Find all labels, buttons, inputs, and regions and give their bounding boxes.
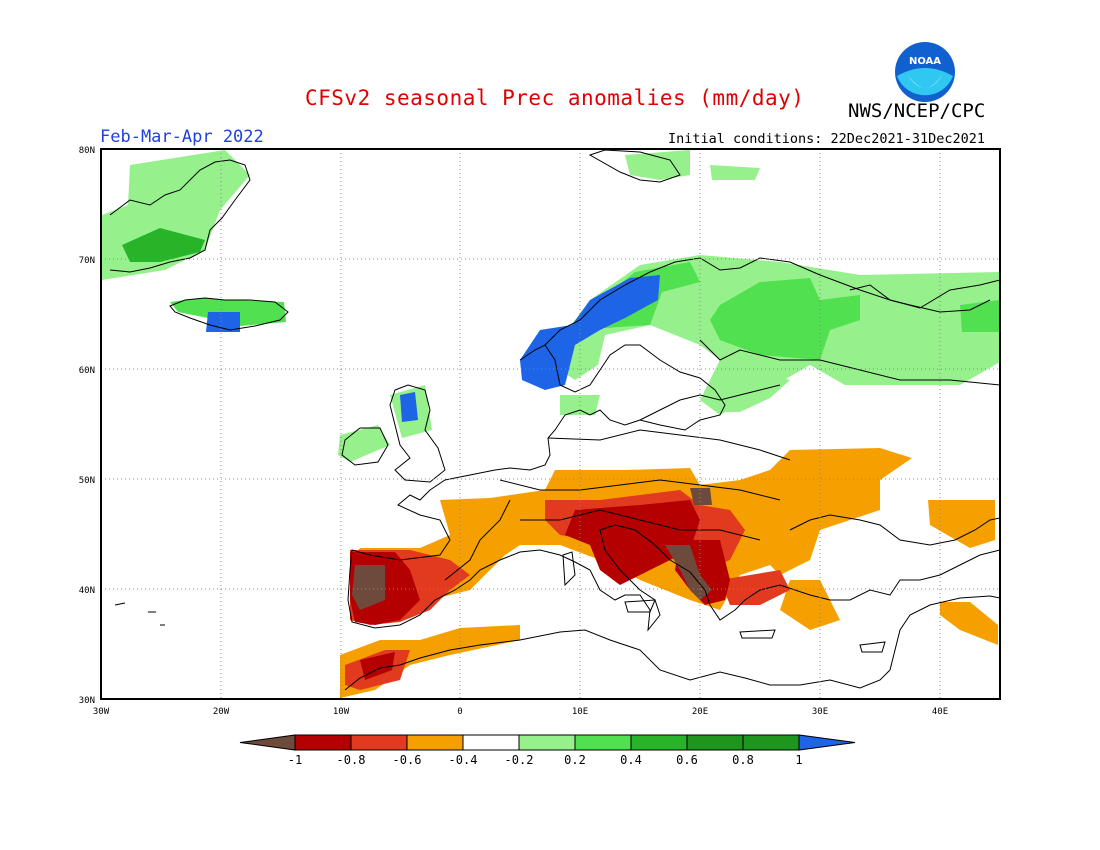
coast-nafrica <box>344 629 891 691</box>
coast-blacksea <box>789 514 1000 546</box>
colorbar-tick-label: -1 <box>288 753 302 767</box>
lon-tick-20W: 20W <box>213 707 230 717</box>
coast-britain <box>389 384 446 483</box>
anomaly-turkey-orange <box>780 580 840 630</box>
coast-ireland <box>341 427 389 466</box>
anomaly-italy-darkred <box>565 500 700 585</box>
anomaly-ireland-light <box>338 425 390 462</box>
lon-tick-20E: 20E <box>692 707 708 717</box>
coast-azores <box>114 602 165 626</box>
lat-tick-80N: 80N <box>79 146 95 156</box>
colorbar-box <box>742 734 800 751</box>
border-4 <box>444 499 511 581</box>
lat-tick-30N: 30N <box>79 696 95 706</box>
anomaly-anatolia-orange <box>940 602 998 645</box>
map-frame <box>100 148 1001 700</box>
anomaly-east-green <box>960 300 1000 332</box>
colorbar-box <box>518 734 576 751</box>
lon-tick-10W: 10W <box>333 707 350 717</box>
lon-axis-labels: 30W 20W 10W 0 10E 20E 30E 40E <box>93 707 948 717</box>
colorbar-box <box>630 734 688 751</box>
colorbar-tick-label: -0.4 <box>449 753 478 767</box>
anomaly-svalbard <box>625 150 690 180</box>
lon-tick-10E: 10E <box>572 707 588 717</box>
lon-tick-30E: 30E <box>812 707 828 717</box>
colorbar-right-triangle <box>798 734 856 751</box>
lon-tick-30W: 30W <box>93 707 110 717</box>
colorbar: -1 -0.8 -0.6 -0.4 -0.2 0.2 0.4 0.6 0.8 1 <box>239 734 856 767</box>
logo-text: NOAA <box>909 56 941 67</box>
border-2 <box>499 479 781 501</box>
colorbar-tick-label: -0.6 <box>393 753 422 767</box>
logo: NOAA <box>893 40 957 104</box>
anomaly-norway-blue <box>520 275 660 390</box>
border-1 <box>547 429 791 461</box>
lat-tick-70N: 70N <box>79 256 95 266</box>
initial-conditions-label: Initial conditions: 22Dec2021-31Dec2021 <box>668 131 985 147</box>
colorbar-tick-label: -0.2 <box>505 753 534 767</box>
coast-europe-main <box>544 257 1000 346</box>
colorbar-tick-label: 0.2 <box>564 753 586 767</box>
anomaly-scotland-blue <box>400 392 418 422</box>
lat-tick-50N: 50N <box>79 476 95 486</box>
coast-norway <box>347 344 1000 632</box>
coast-levant <box>889 595 1000 671</box>
lon-tick-0: 0 <box>457 707 462 717</box>
colorbar-tick-label: -0.8 <box>337 753 366 767</box>
coast-crete <box>739 629 776 639</box>
gridlines <box>101 149 1000 699</box>
anomaly-greenland-green <box>122 228 205 262</box>
colorbar-tick-label: 0.8 <box>732 753 754 767</box>
coast-greenland <box>109 159 251 273</box>
colorbar-box <box>350 734 408 751</box>
anomaly-hungary-brown <box>690 488 712 505</box>
anomaly-shading <box>102 150 1000 698</box>
agency-label: NWS/NCEP/CPC <box>848 100 986 122</box>
colorbar-tick-label: 0.4 <box>620 753 642 767</box>
colorbar-box <box>294 734 352 751</box>
anomaly-greece-red <box>720 570 790 605</box>
coast-baltic <box>639 384 781 421</box>
colorbar-tick-label: 0.6 <box>676 753 698 767</box>
colorbar-left-triangle <box>239 734 296 751</box>
coast-sardinia <box>562 551 576 587</box>
lat-tick-40N: 40N <box>79 586 95 596</box>
anomaly-adriatic-brown <box>665 545 712 600</box>
coast-novaya <box>849 284 991 313</box>
colorbar-box <box>686 734 744 751</box>
lat-axis-labels: 80N 70N 60N 50N 40N 30N <box>79 146 95 706</box>
anomaly-scandinavia-green <box>710 278 860 360</box>
coast-iceland <box>169 297 289 331</box>
coast-svalbard <box>588 149 681 183</box>
coastlines <box>109 149 1000 691</box>
coast-sicily <box>624 599 656 613</box>
anomaly-portugal-brown <box>352 565 385 610</box>
colorbar-box <box>406 734 464 751</box>
colorbar-box <box>462 734 520 751</box>
chart-title: CFSv2 seasonal Prec anomalies (mm/day) <box>305 86 805 110</box>
anomaly-southeast-orange <box>928 500 995 548</box>
lon-tick-40E: 40E <box>932 707 948 717</box>
border-3 <box>520 509 761 541</box>
colorbar-box <box>574 734 632 751</box>
colorbar-tick-label: 1 <box>795 753 802 767</box>
coast-cyprus <box>859 641 886 653</box>
season-label: Feb-Mar-Apr 2022 <box>100 127 264 147</box>
anomaly-iceland-blue <box>206 312 240 332</box>
border-5 <box>699 339 1000 386</box>
lat-tick-60N: 60N <box>79 366 95 376</box>
anomaly-franzjosef <box>710 165 760 180</box>
anomaly-morocco-darkred <box>360 652 395 680</box>
